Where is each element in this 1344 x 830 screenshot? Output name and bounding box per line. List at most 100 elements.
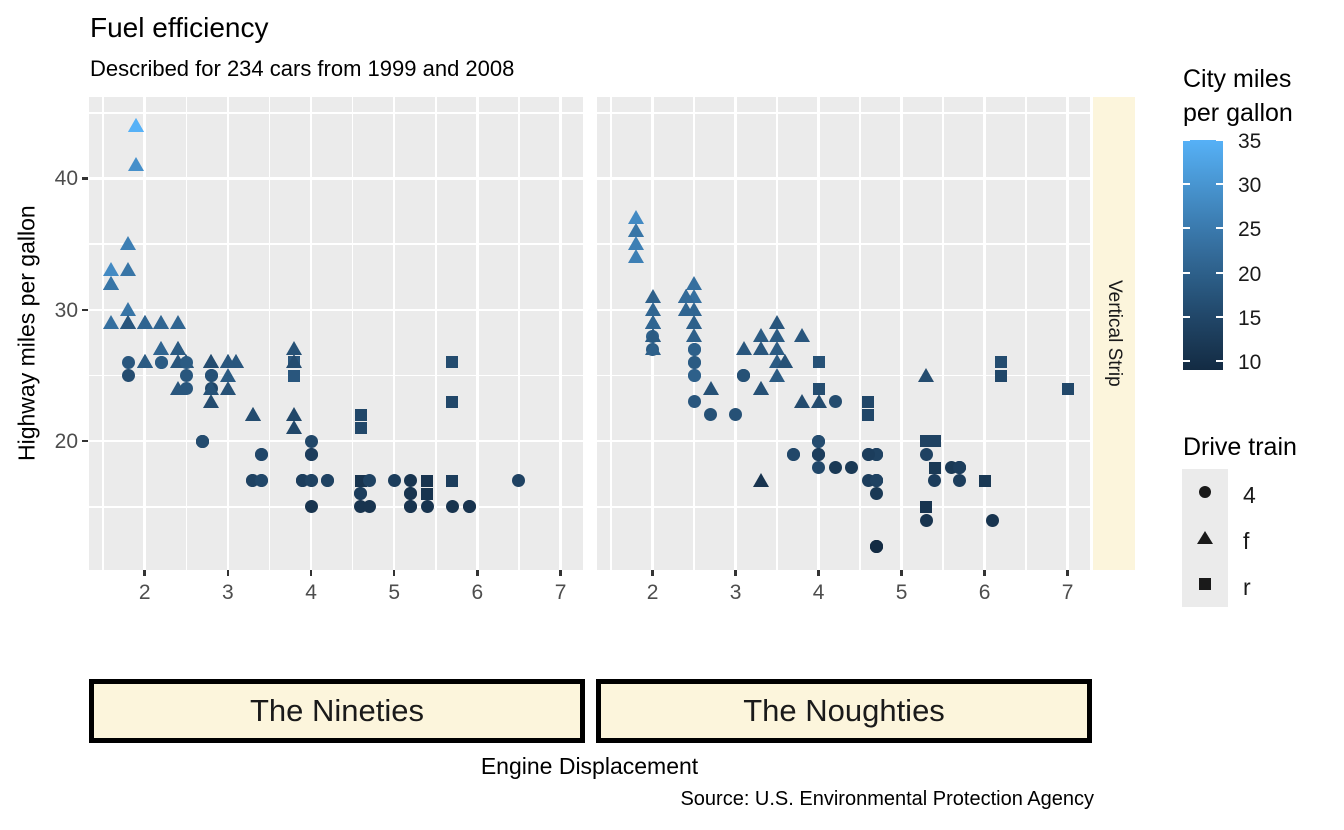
data-point	[769, 341, 786, 356]
gridline-minor-x	[942, 97, 944, 570]
data-point	[862, 395, 875, 408]
gridline-major-x	[226, 97, 230, 570]
data-point	[196, 434, 210, 448]
gridline-major-y	[597, 439, 1090, 443]
gridline-major-x	[983, 97, 986, 570]
colorbar-tick-mark	[1183, 315, 1190, 318]
x-tick-mark	[983, 570, 986, 576]
data-point	[179, 369, 193, 383]
data-point	[179, 382, 193, 396]
data-point	[204, 369, 218, 383]
color-legend-gradient-bar	[1183, 140, 1223, 370]
gridline-minor-x	[518, 97, 520, 570]
data-point	[870, 539, 884, 553]
data-point	[404, 500, 418, 514]
data-point	[702, 380, 719, 395]
colorbar-tick-label: 35	[1238, 130, 1262, 153]
data-point	[737, 369, 751, 383]
data-point	[928, 435, 941, 448]
data-point	[687, 342, 701, 356]
x-tick-label: 2	[138, 581, 151, 604]
data-point	[121, 369, 135, 383]
gridline-minor-x	[102, 97, 104, 570]
data-point	[179, 355, 193, 369]
data-point	[870, 487, 884, 501]
gridline-major-x	[392, 97, 396, 570]
colorbar-tick-label: 30	[1238, 174, 1262, 198]
x-tick-mark	[392, 570, 396, 576]
data-point	[421, 487, 434, 500]
colorbar-tick-mark	[1183, 227, 1190, 230]
data-point	[362, 474, 376, 488]
data-point	[286, 406, 303, 421]
data-point	[644, 288, 661, 303]
data-point	[628, 209, 644, 224]
data-point	[128, 117, 145, 132]
data-point	[794, 393, 810, 408]
data-point	[244, 406, 261, 421]
data-point	[354, 408, 367, 421]
data-point	[828, 461, 842, 475]
x-tick-mark	[559, 570, 562, 576]
data-point	[777, 354, 794, 369]
x-tick-label: 3	[222, 581, 234, 604]
data-point	[288, 369, 301, 382]
data-point	[810, 393, 827, 408]
gridline-minor-x	[185, 97, 188, 570]
data-point	[446, 356, 459, 369]
data-point	[354, 487, 368, 501]
x-tick-label: 3	[729, 581, 742, 604]
data-point	[794, 328, 810, 343]
circle-key-icon	[1199, 486, 1211, 498]
data-point	[512, 474, 526, 488]
data-point	[103, 314, 120, 329]
gridline-minor-x	[1025, 97, 1027, 570]
data-point	[920, 500, 933, 513]
data-point	[928, 461, 941, 474]
x-tick-mark	[817, 570, 820, 576]
data-point	[103, 275, 120, 290]
x-tick-label: 6	[471, 581, 484, 604]
data-point	[446, 395, 459, 408]
gridline-minor-y	[597, 506, 1090, 508]
facet-strip-noughties-label: The Noughties	[743, 693, 945, 728]
y-tick-mark	[82, 439, 88, 443]
gridline-minor-y	[89, 243, 583, 245]
x-tick-label: 6	[978, 581, 991, 604]
x-tick-label: 5	[895, 581, 908, 604]
data-point	[752, 380, 769, 395]
colorbar-tick-mark	[1216, 360, 1223, 363]
data-point	[919, 447, 933, 461]
data-point	[687, 369, 701, 383]
x-tick-mark	[143, 570, 146, 576]
data-point	[286, 420, 303, 435]
data-point	[752, 472, 769, 487]
data-point	[219, 367, 236, 382]
data-point	[861, 447, 875, 461]
data-point	[169, 314, 186, 329]
gridline-major-y	[89, 439, 583, 443]
data-point	[686, 314, 703, 329]
shape-legend-key	[1182, 469, 1228, 515]
data-point	[286, 354, 303, 369]
y-tick-mark	[82, 308, 88, 312]
colorbar-tick-mark	[1183, 139, 1190, 141]
data-point	[687, 395, 701, 409]
data-point	[812, 434, 826, 448]
data-point	[686, 328, 703, 343]
data-point	[304, 500, 318, 514]
gridline-major-x	[734, 97, 737, 570]
data-point	[995, 356, 1008, 369]
triangle-key-icon	[1197, 531, 1213, 544]
data-point	[919, 513, 933, 527]
colorbar-tick-mark	[1216, 139, 1223, 141]
data-point	[644, 328, 661, 343]
gridline-minor-x	[610, 97, 612, 570]
data-point	[918, 367, 935, 382]
data-point	[704, 408, 718, 422]
data-point	[420, 500, 434, 514]
gridline-major-x	[143, 97, 146, 570]
data-point	[995, 369, 1008, 382]
colorbar-tick-label: 20	[1238, 262, 1262, 286]
data-point	[445, 500, 459, 514]
